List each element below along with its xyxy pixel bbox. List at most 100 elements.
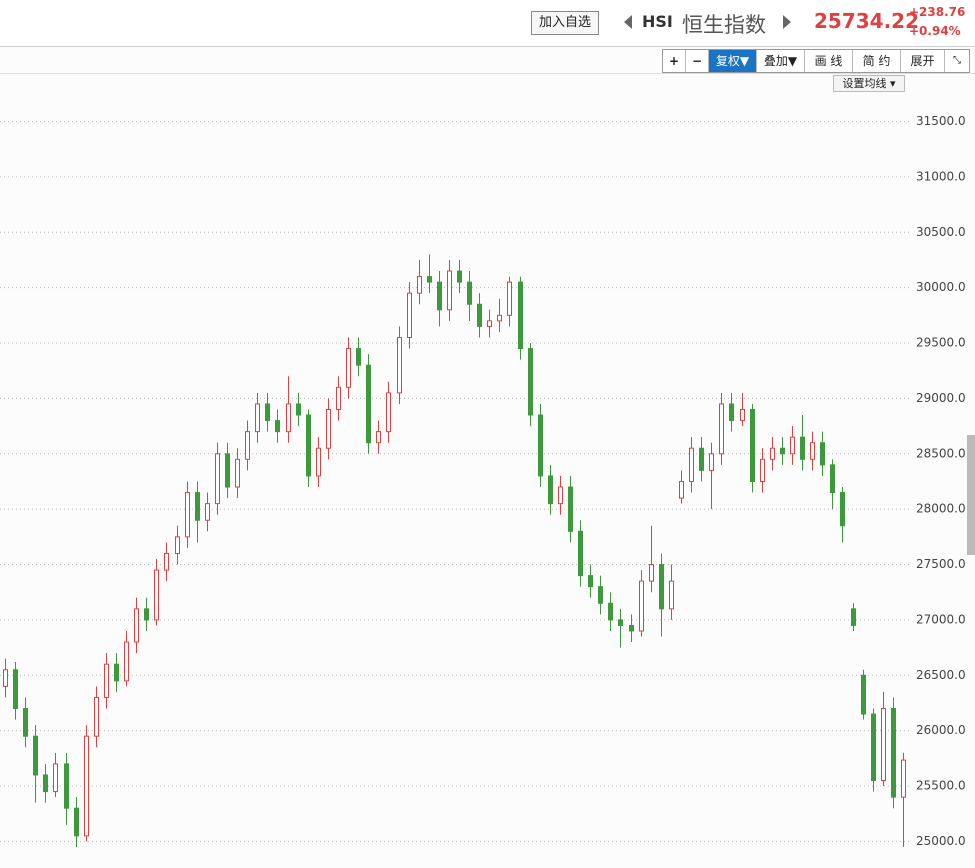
candle-body <box>366 364 371 444</box>
candle-body <box>750 408 755 482</box>
candle-body <box>659 564 664 610</box>
y-tick-label: 29000.0 <box>916 391 966 405</box>
y-tick-label: 28500.0 <box>916 446 966 460</box>
draw-button[interactable]: 画 线 <box>805 50 853 72</box>
y-tick-label: 26500.0 <box>916 668 966 682</box>
candle-body <box>286 403 291 433</box>
candle-body <box>669 580 674 610</box>
candle-body <box>467 281 472 305</box>
candle-body <box>689 447 694 482</box>
candle-body <box>235 458 240 488</box>
candle-body <box>64 763 69 809</box>
candle-body <box>497 314 502 322</box>
adjust-button[interactable]: 复权▼ <box>709 50 757 72</box>
separator <box>0 73 975 74</box>
top-bar: 加入自选 HSI 恒生指数 25734.22 +238.76 +0.94% <box>0 0 975 47</box>
zoom-in[interactable]: + <box>663 50 686 72</box>
candle-body <box>447 270 452 311</box>
candle-body <box>306 414 311 477</box>
candle-body <box>729 403 734 422</box>
candle-body <box>861 674 866 715</box>
candle-body <box>457 270 462 283</box>
candle-body <box>740 408 745 422</box>
candle-body <box>53 763 58 793</box>
candle-body <box>175 536 180 554</box>
next-arrow[interactable] <box>783 15 791 29</box>
candle-body <box>800 436 805 460</box>
candle-body <box>760 458 765 482</box>
candle-body <box>336 386 341 410</box>
candle-body <box>598 586 603 604</box>
simple-button[interactable]: 简 约 <box>853 50 901 72</box>
candle-body <box>84 735 89 837</box>
candle-body <box>104 663 109 698</box>
candle-body <box>881 708 886 782</box>
candle-body <box>427 276 432 283</box>
candle-body <box>114 663 119 682</box>
candle-body <box>255 403 260 433</box>
candle-body <box>386 392 391 433</box>
candle-body <box>518 281 523 350</box>
candle-body <box>397 336 402 394</box>
y-tick-label: 31000.0 <box>916 169 966 183</box>
y-tick-label: 26000.0 <box>916 723 966 737</box>
change: +238.76 <box>909 5 966 19</box>
candle-body <box>558 486 563 505</box>
candle-body <box>477 303 482 327</box>
candle-body <box>296 403 301 416</box>
candle-body <box>830 464 835 494</box>
candle-body <box>154 569 159 621</box>
candle-body <box>316 447 321 477</box>
candle-body <box>245 431 250 460</box>
candle-body <box>538 414 543 477</box>
candle-body <box>639 580 644 632</box>
candle-body <box>548 475 553 505</box>
candle-body <box>629 624 634 632</box>
ma-setting[interactable]: 设置均线 ▾ <box>833 75 905 92</box>
y-tick-label: 25000.0 <box>916 834 966 848</box>
candle-body <box>437 281 442 311</box>
candle-body <box>709 453 714 471</box>
expand-button[interactable]: 展开 <box>901 50 945 72</box>
zoom-out[interactable]: − <box>686 50 709 72</box>
candle-body <box>417 276 422 294</box>
symbol: HSI <box>642 12 673 31</box>
candle-body <box>770 447 775 460</box>
price: 25734.22 <box>814 9 920 33</box>
candle-body <box>871 713 876 782</box>
ma-setting-label: 设置均线 <box>842 77 887 90</box>
scroll-handle[interactable] <box>967 435 975 555</box>
fullscreen-button[interactable]: ⤡ <box>953 55 961 66</box>
toolbar: + − 复权▼ 叠加▼ 画 线 简 约 展开 ⤡ <box>662 49 970 73</box>
y-tick-label: 27000.0 <box>916 612 966 626</box>
candle-body <box>124 641 129 682</box>
candle-body <box>891 708 896 798</box>
candle-body <box>679 480 684 499</box>
candle-body <box>820 442 825 466</box>
candle-body <box>719 403 724 455</box>
overlay-button[interactable]: 叠加▼ <box>757 50 805 72</box>
prev-arrow[interactable] <box>624 15 632 29</box>
candle-body <box>205 503 210 521</box>
add-watchlist-button[interactable]: 加入自选 <box>531 11 599 35</box>
candle-body <box>13 669 18 710</box>
candle-body <box>326 408 331 449</box>
candle-body <box>649 564 654 582</box>
candle-body <box>588 575 593 588</box>
candle-body <box>528 348 533 416</box>
candle-body <box>699 447 704 471</box>
candle-body <box>144 608 149 621</box>
candle-body <box>356 348 361 366</box>
candle-body <box>225 453 230 488</box>
candle-body <box>185 492 190 538</box>
candle-body <box>43 774 48 793</box>
candle-body <box>376 431 381 444</box>
candle-body <box>568 486 573 532</box>
change-percent: +0.94% <box>909 24 961 38</box>
candle-body <box>901 759 906 798</box>
candle-body <box>275 420 280 433</box>
candle-body <box>608 602 613 621</box>
candle-body <box>265 403 270 422</box>
